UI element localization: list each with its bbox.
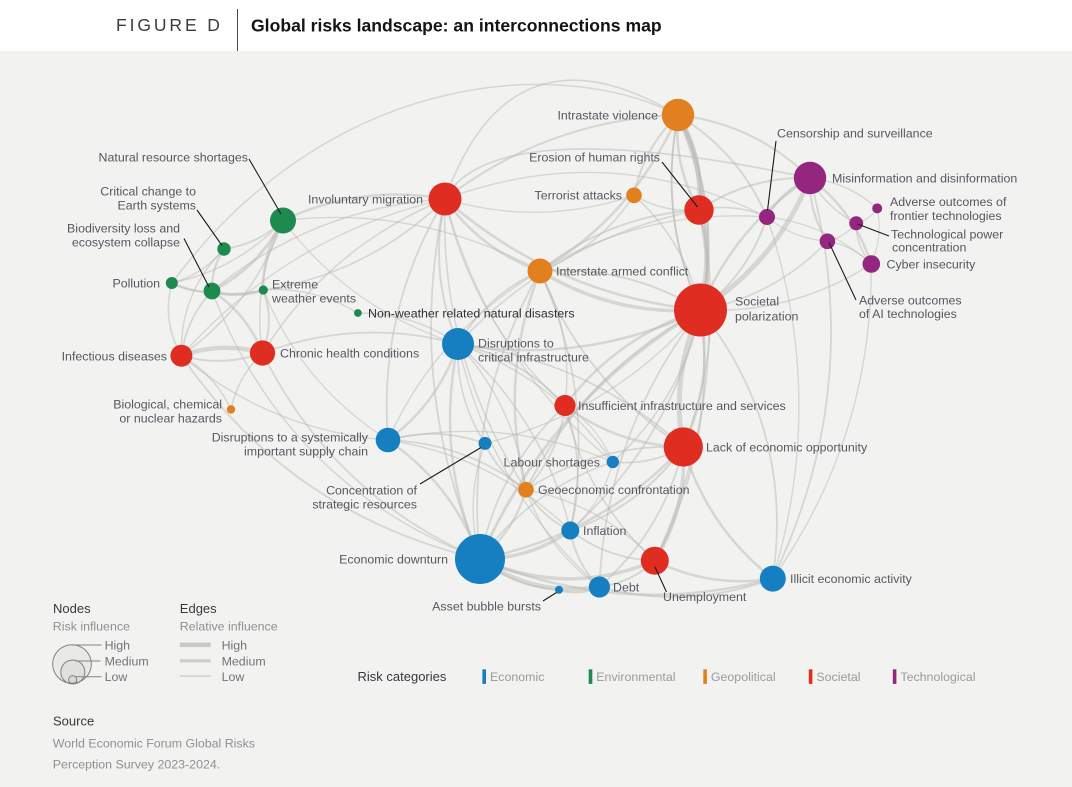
- svg-text:ecosystem collapse: ecosystem collapse: [72, 236, 180, 250]
- svg-text:Medium: Medium: [105, 655, 149, 669]
- svg-text:Censorship and surveillance: Censorship and surveillance: [777, 127, 933, 141]
- svg-text:Environmental: Environmental: [596, 670, 675, 684]
- svg-text:concentration: concentration: [892, 241, 967, 255]
- svg-text:weather events: weather events: [271, 292, 356, 306]
- svg-text:FIGURE D: FIGURE D: [116, 15, 223, 35]
- svg-text:Interstate armed conflict: Interstate armed conflict: [556, 265, 689, 279]
- svg-text:Erosion of human rights: Erosion of human rights: [529, 151, 660, 165]
- svg-text:Insufficient infrastructure an: Insufficient infrastructure and services: [578, 399, 786, 413]
- svg-text:High: High: [105, 639, 131, 653]
- svg-text:Involuntary migration: Involuntary migration: [308, 193, 423, 207]
- svg-text:Adverse outcomes: Adverse outcomes: [859, 294, 962, 308]
- svg-text:Terrorist attacks: Terrorist attacks: [535, 189, 622, 203]
- svg-text:or nuclear hazards: or nuclear hazards: [119, 412, 222, 426]
- svg-text:Asset bubble bursts: Asset bubble bursts: [432, 600, 541, 614]
- svg-text:Natural resource shortages: Natural resource shortages: [99, 151, 248, 165]
- svg-text:Pollution: Pollution: [112, 277, 160, 291]
- svg-text:strategic resources: strategic resources: [312, 498, 417, 512]
- svg-text:Non-weather related natural di: Non-weather related natural disasters: [368, 307, 575, 321]
- svg-text:Edges: Edges: [180, 601, 217, 616]
- svg-text:Risk categories: Risk categories: [358, 669, 447, 684]
- svg-text:Economic downturn: Economic downturn: [339, 553, 448, 567]
- svg-text:Chronic health conditions: Chronic health conditions: [280, 347, 419, 361]
- svg-text:Low: Low: [222, 670, 245, 684]
- svg-text:polarization: polarization: [735, 310, 798, 324]
- svg-text:Infectious diseases: Infectious diseases: [62, 350, 167, 364]
- svg-text:Societal: Societal: [816, 670, 860, 684]
- svg-text:Geoeconomic confrontation: Geoeconomic confrontation: [538, 483, 690, 497]
- svg-text:Disruptions to: Disruptions to: [478, 337, 554, 351]
- svg-text:Adverse outcomes of: Adverse outcomes of: [890, 195, 1007, 209]
- svg-text:Technological: Technological: [900, 670, 975, 684]
- svg-text:Labour shortages: Labour shortages: [504, 456, 600, 470]
- svg-text:of AI technologies: of AI technologies: [859, 307, 957, 321]
- svg-text:Misinformation and disinformat: Misinformation and disinformation: [832, 172, 1017, 186]
- svg-text:Earth systems: Earth systems: [118, 199, 197, 213]
- svg-text:Technological power: Technological power: [891, 228, 1003, 242]
- svg-text:Lack of economic opportunity: Lack of economic opportunity: [706, 441, 868, 455]
- svg-text:Critical change to: Critical change to: [100, 185, 196, 199]
- svg-text:Global risks landscape: an int: Global risks landscape: an interconnecti…: [251, 16, 662, 36]
- svg-text:Source: Source: [53, 714, 94, 729]
- svg-text:important supply chain: important supply chain: [244, 445, 368, 459]
- svg-text:World Economic Forum Global Ri: World Economic Forum Global Risks: [53, 737, 255, 751]
- svg-text:Biodiversity loss and: Biodiversity loss and: [67, 222, 180, 236]
- svg-text:Illicit economic activity: Illicit economic activity: [790, 572, 913, 586]
- svg-text:Relative influence: Relative influence: [180, 620, 278, 634]
- svg-text:Cyber insecurity: Cyber insecurity: [887, 258, 977, 272]
- svg-text:Extreme: Extreme: [272, 278, 318, 292]
- svg-text:Intrastate violence: Intrastate violence: [557, 109, 658, 123]
- svg-text:High: High: [222, 639, 248, 653]
- svg-text:Perception Survey 2023-2024.: Perception Survey 2023-2024.: [53, 758, 220, 772]
- svg-text:Societal: Societal: [735, 295, 779, 309]
- svg-text:Disruptions to a systemically: Disruptions to a systemically: [212, 431, 369, 445]
- svg-text:Low: Low: [105, 670, 128, 684]
- svg-text:Debt: Debt: [613, 581, 640, 595]
- svg-text:Risk influence: Risk influence: [53, 620, 130, 634]
- svg-text:frontier technologies: frontier technologies: [890, 209, 1002, 223]
- svg-text:Concentration of: Concentration of: [326, 484, 417, 498]
- svg-text:Economic: Economic: [490, 670, 544, 684]
- svg-text:Unemployment: Unemployment: [663, 590, 747, 604]
- svg-text:Geopolitical: Geopolitical: [711, 670, 776, 684]
- svg-text:Biological, chemical: Biological, chemical: [113, 398, 222, 412]
- svg-text:Nodes: Nodes: [53, 601, 91, 616]
- svg-text:Inflation: Inflation: [583, 524, 627, 538]
- svg-text:Medium: Medium: [222, 655, 266, 669]
- svg-text:critical infrastructure: critical infrastructure: [478, 351, 589, 365]
